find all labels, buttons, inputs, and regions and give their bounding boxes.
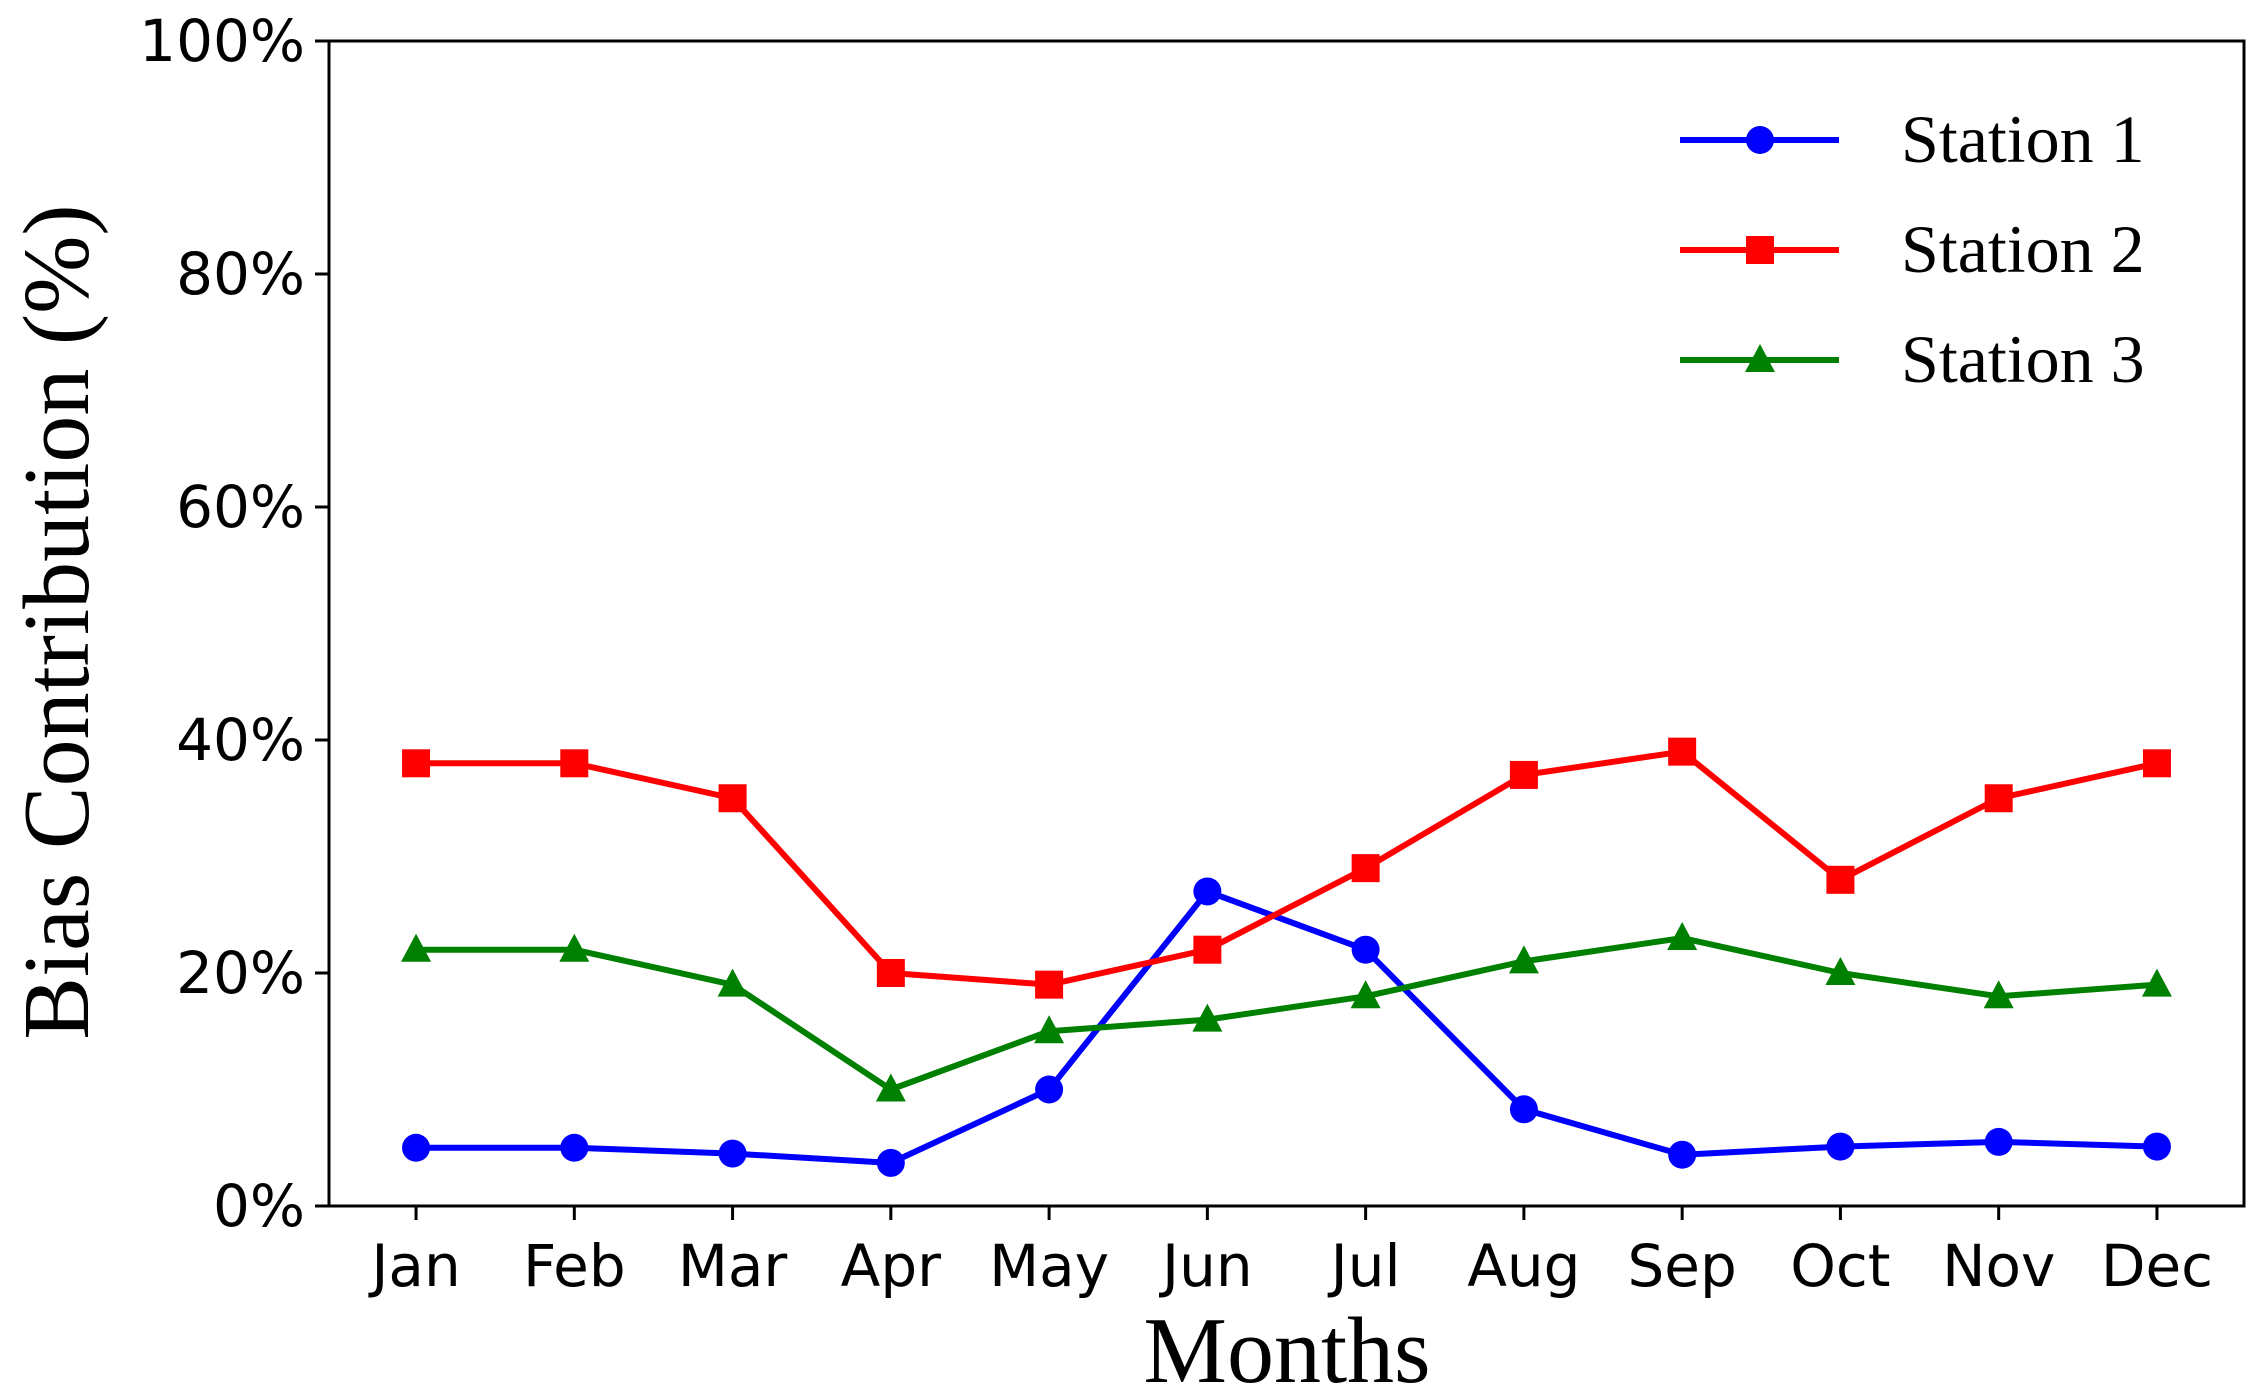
x-tick-label: Oct xyxy=(1790,1232,1890,1300)
marker xyxy=(1351,935,1380,964)
marker xyxy=(560,749,589,778)
y-axis-label: Bias Contribution (%) xyxy=(5,204,109,1040)
marker xyxy=(2142,749,2171,778)
marker xyxy=(2141,968,2172,997)
marker xyxy=(2142,1132,2171,1161)
x-tick-label: Apr xyxy=(841,1232,941,1300)
series-line xyxy=(416,888,2158,1166)
x-tick-label: Sep xyxy=(1627,1232,1736,1300)
series-line xyxy=(416,748,2158,988)
x-tick-label: Aug xyxy=(1467,1232,1580,1300)
y-tick-label: 20% xyxy=(176,939,305,1007)
marker xyxy=(1983,980,2014,1009)
x-tick-label: Mar xyxy=(678,1232,788,1300)
y-tick-label: 0% xyxy=(213,1172,305,1240)
marker xyxy=(401,933,432,962)
marker xyxy=(1826,865,1855,894)
y-tick-label: 100% xyxy=(139,7,305,75)
marker xyxy=(876,1148,905,1177)
marker xyxy=(1035,970,1064,999)
x-tick-label: Nov xyxy=(1942,1232,2055,1300)
legend-label: Station 1 xyxy=(1901,101,2145,177)
marker xyxy=(718,784,747,813)
x-tick-label: Feb xyxy=(523,1232,626,1300)
marker xyxy=(559,933,590,962)
marker xyxy=(1350,980,1381,1009)
series-line xyxy=(416,935,2158,1093)
marker xyxy=(1192,1003,1223,1032)
marker xyxy=(1508,945,1539,974)
marker xyxy=(1668,737,1697,766)
x-tick-label: May xyxy=(989,1232,1109,1300)
legend-marker xyxy=(1745,344,1775,372)
x-tick-label: Jan xyxy=(368,1232,460,1300)
marker xyxy=(560,1133,589,1162)
marker xyxy=(1035,1075,1064,1104)
marker xyxy=(402,1133,431,1162)
marker xyxy=(1034,1015,1065,1044)
marker xyxy=(876,959,905,987)
legend-marker xyxy=(1746,236,1774,264)
marker xyxy=(718,1139,747,1168)
x-axis-label: Months xyxy=(1143,1299,1430,1399)
marker xyxy=(1826,1132,1855,1161)
marker xyxy=(875,1073,906,1102)
marker xyxy=(1193,935,1222,964)
marker xyxy=(1509,1095,1538,1124)
marker xyxy=(1984,1127,2013,1156)
plot-frame xyxy=(327,39,2246,1208)
marker xyxy=(717,968,748,997)
legend-label: Station 2 xyxy=(1901,211,2145,287)
marker xyxy=(1193,877,1222,906)
x-tick-label: Jul xyxy=(1328,1232,1401,1300)
y-tick-label: 80% xyxy=(176,240,305,308)
legend-label: Station 3 xyxy=(1901,321,2145,397)
x-tick-label: Dec xyxy=(2101,1232,2213,1300)
marker xyxy=(1667,922,1698,951)
marker xyxy=(1509,760,1538,789)
marker xyxy=(1825,957,1856,985)
legend-marker xyxy=(1746,126,1774,154)
x-tick-label: Jun xyxy=(1159,1232,1253,1300)
marker xyxy=(1668,1140,1697,1169)
marker xyxy=(1984,784,2013,813)
marker xyxy=(1351,854,1380,883)
y-tick-label: 60% xyxy=(176,473,305,541)
marker xyxy=(402,749,431,778)
y-tick-label: 40% xyxy=(176,706,305,774)
